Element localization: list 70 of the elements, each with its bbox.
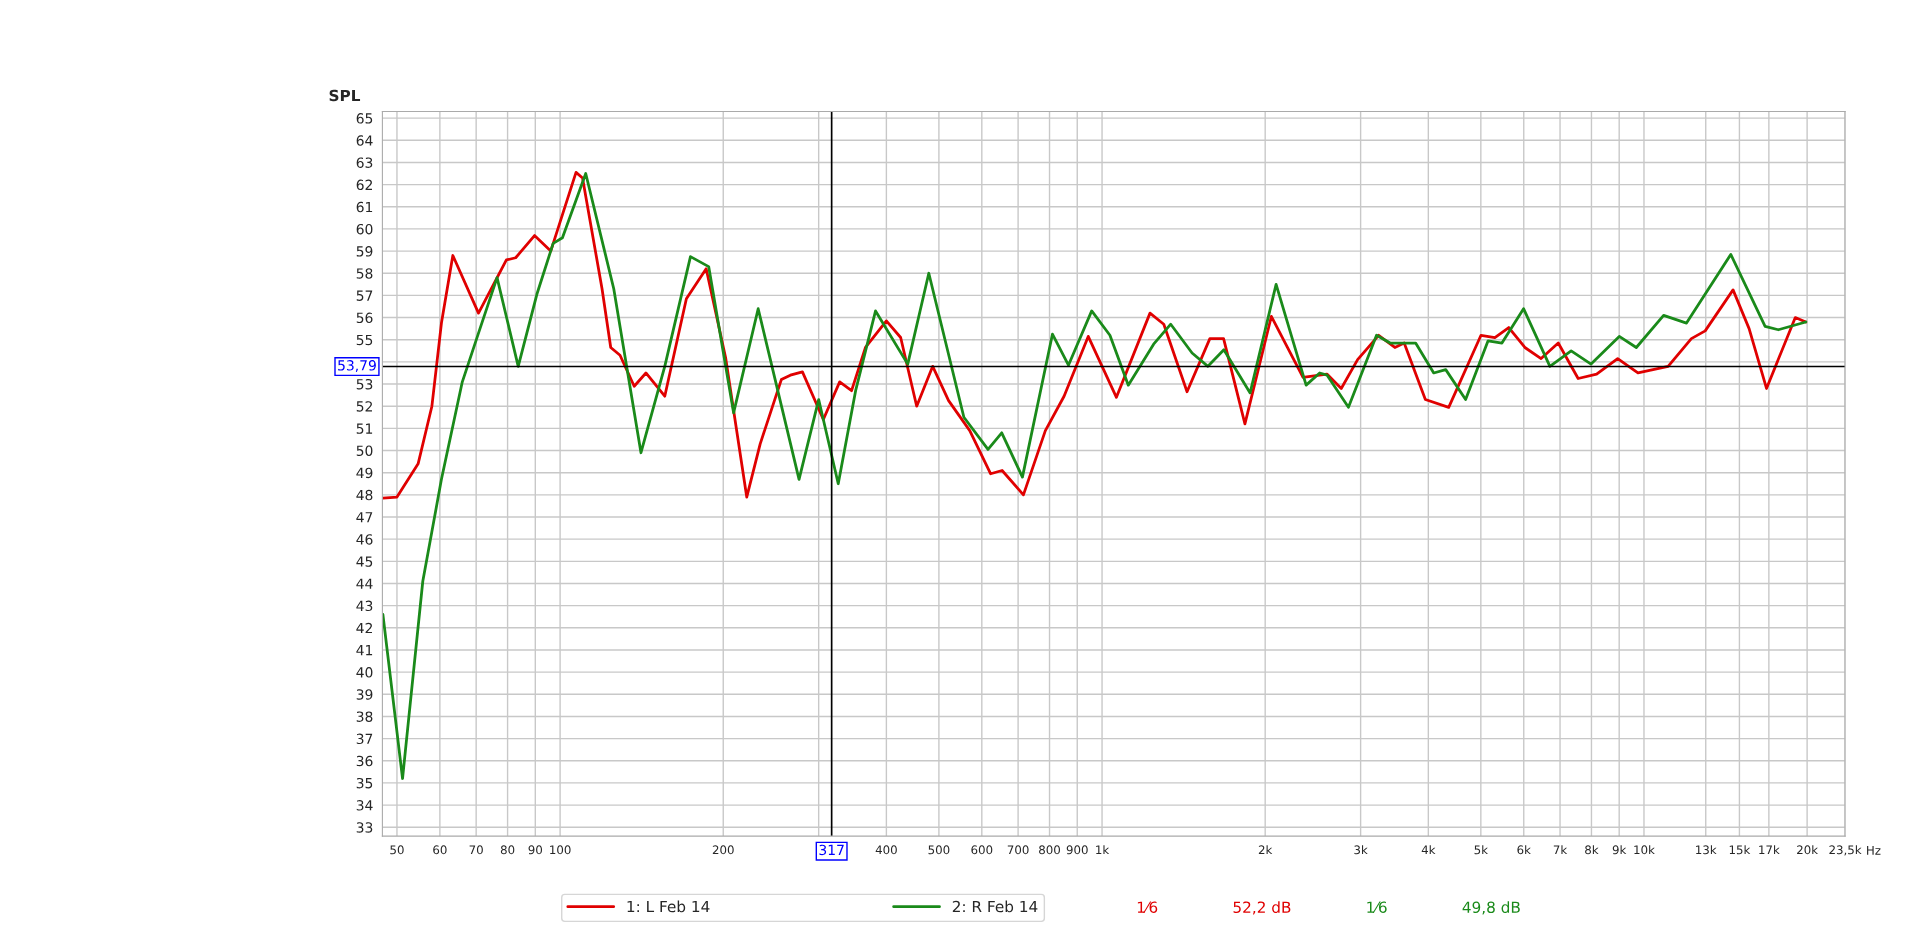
y-tick-label: 49 (356, 467, 373, 479)
text: 1⁄6 (1367, 901, 1387, 913)
x-tick-label: 50 (390, 845, 404, 855)
text: 49,8 dB (1462, 901, 1520, 915)
y-tick-label: 63 (356, 157, 373, 168)
y-tick-label: 52 (356, 401, 372, 412)
y-tick-label: 36 (356, 755, 373, 767)
x-tick-label: 15k (1729, 845, 1751, 855)
legend-label: 2: R Feb 14 (952, 900, 1038, 913)
x-axis-title: Hz (1867, 846, 1881, 855)
y-tick-label: 42 (356, 622, 372, 634)
text: 1⁄6 (1137, 901, 1158, 913)
y-tick-label: 61 (356, 201, 373, 213)
x-tick-label: 10k (1634, 845, 1655, 855)
y-tick-label: 39 (356, 689, 373, 700)
y-tick-label: 34 (356, 800, 373, 811)
y-tick-label: 60 (356, 223, 373, 235)
x-tick-label: 500 (928, 845, 950, 855)
x-tick-label: 4k (1421, 845, 1436, 855)
ref-line-label: 317 (819, 844, 844, 856)
x-tick-label: 100 (550, 845, 571, 855)
y-tick-label: 55 (356, 334, 373, 346)
x-tick-label: 2k (1258, 845, 1273, 855)
x-tick-label: 9k (1612, 845, 1627, 855)
x-tick-label: 70 (469, 845, 483, 855)
y-tick-label: 46 (356, 534, 373, 545)
y-tick-label: 53 (356, 379, 373, 390)
legend-label: 1: L Feb 14 (627, 900, 710, 913)
y-tick-label: 59 (356, 246, 373, 257)
x-tick-label: 20k (1797, 845, 1819, 855)
y-tick-label: 41 (356, 645, 373, 656)
x-tick-label: 7k (1553, 845, 1568, 855)
x-tick-label: 1k (1096, 845, 1110, 855)
x-tick-label: 90 (528, 845, 543, 855)
y-tick-label: 56 (356, 312, 373, 324)
y-tick-label: 43 (356, 600, 373, 612)
y-tick-label: 45 (356, 556, 373, 567)
y-tick-label: 58 (356, 268, 373, 279)
x-tick-label: 400 (875, 845, 897, 855)
y-tick-label: 57 (356, 290, 373, 301)
x-tick-label: 17k (1759, 845, 1780, 855)
x-tick-label: 700 (1007, 845, 1029, 855)
y-tick-label: 65 (356, 113, 373, 124)
text: 52,2 dB (1233, 901, 1291, 915)
y-tick-label: 33 (356, 822, 373, 833)
y-axis-title: SPL (329, 89, 361, 102)
y-tick-label: 38 (356, 711, 373, 722)
y-tick-label: 44 (356, 578, 373, 589)
x-tick-label: 6k (1517, 845, 1531, 855)
x-tick-label: 900 (1066, 845, 1088, 855)
y-tick-label: 51 (356, 423, 373, 434)
ref-line-label: 53,79 (338, 360, 376, 372)
x-tick-label: 5k (1474, 845, 1488, 855)
x-tick-label: 80 (500, 845, 515, 855)
y-tick-label: 64 (356, 135, 373, 146)
y-tick-label: 40 (356, 667, 373, 678)
x-tick-label: 23,5k (1829, 845, 1862, 856)
y-tick-label: 48 (356, 489, 373, 501)
x-tick-label: 13k (1696, 845, 1717, 855)
x-tick-label: 8k (1585, 845, 1599, 855)
x-tick-label: 800 (1039, 845, 1061, 855)
y-tick-label: 47 (356, 512, 373, 523)
x-tick-label: 200 (712, 845, 734, 855)
y-tick-label: 62 (356, 179, 372, 191)
x-tick-label: 3k (1354, 845, 1368, 855)
y-tick-label: 37 (356, 733, 373, 745)
x-tick-label: 60 (433, 845, 447, 855)
y-tick-label: 50 (356, 445, 373, 456)
x-tick-label: 600 (971, 845, 993, 855)
y-tick-label: 35 (356, 777, 373, 789)
